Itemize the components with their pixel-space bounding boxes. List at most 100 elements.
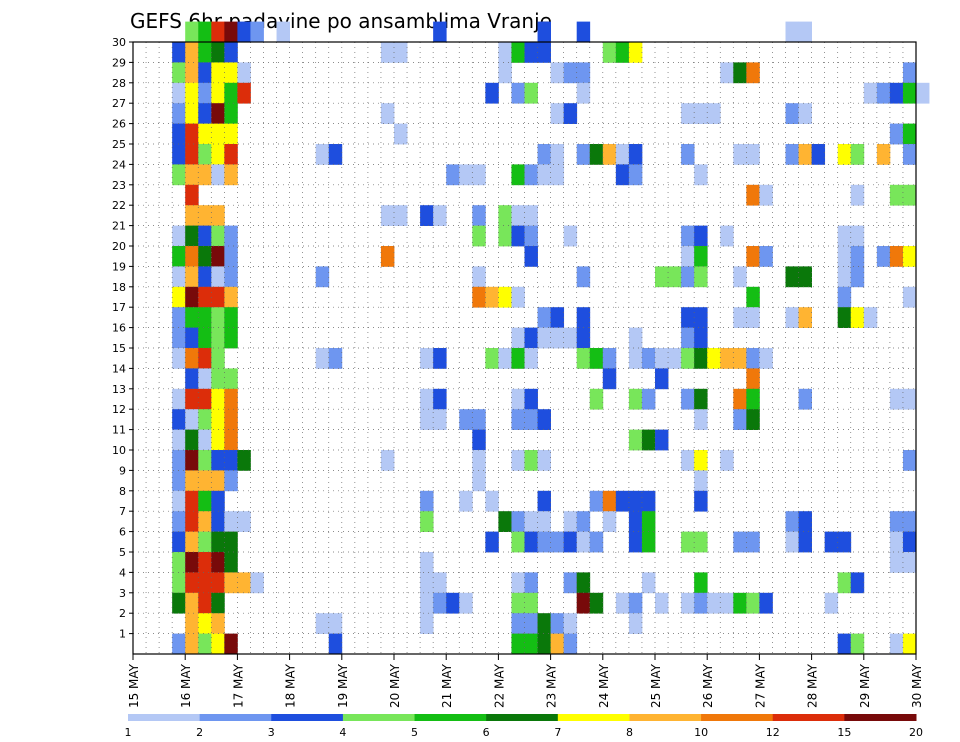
heatmap-cell — [172, 450, 186, 471]
heatmap-cell — [224, 307, 238, 328]
heatmap-cell — [641, 388, 656, 410]
heatmap-cell — [576, 531, 591, 553]
heatmap-cell — [576, 327, 591, 349]
heatmap-cell — [185, 62, 199, 84]
heatmap-cell — [668, 348, 682, 369]
heatmap-cell — [733, 592, 747, 614]
heatmap-cell — [237, 62, 251, 84]
heatmap-cell — [198, 388, 212, 410]
heatmap-cell — [694, 225, 708, 247]
heatmap-cell — [185, 450, 199, 471]
heatmap-cell — [537, 409, 551, 430]
heatmap-cell — [746, 531, 760, 553]
heatmap-cell — [211, 225, 225, 247]
colorbar-swatch — [271, 714, 344, 721]
heatmap-cell — [211, 164, 225, 186]
heatmap-cell — [524, 511, 538, 532]
heatmap-cell — [889, 123, 904, 145]
heatmap-cell — [198, 552, 212, 573]
heatmap-cell — [694, 470, 708, 492]
heatmap-cell — [185, 368, 199, 390]
heatmap-cell — [902, 184, 917, 206]
heatmap-cell — [876, 144, 891, 165]
heatmap-cell — [850, 225, 865, 247]
x-tick-label: 16 MAY — [179, 663, 193, 708]
heatmap-cell — [733, 348, 747, 369]
heatmap-cell — [172, 429, 186, 451]
heatmap-cell — [211, 103, 225, 124]
y-tick-label: 9 — [119, 464, 126, 477]
heatmap-cell — [746, 592, 760, 614]
y-tick-label: 26 — [112, 118, 126, 131]
heatmap-cell — [211, 348, 225, 369]
heatmap-cell — [198, 531, 212, 553]
heatmap-cell — [198, 42, 212, 63]
heatmap-cell — [485, 531, 499, 553]
heatmap-cell — [172, 286, 186, 308]
heatmap-cell — [185, 327, 199, 349]
heatmap-cell — [211, 327, 225, 349]
heatmap-cell — [615, 592, 630, 614]
y-tick-label: 25 — [112, 138, 126, 151]
heatmap-cell — [185, 21, 199, 43]
y-tick-label: 13 — [112, 383, 126, 396]
heatmap-cell — [550, 613, 565, 634]
heatmap-cell — [785, 511, 799, 532]
heatmap-cell — [224, 531, 238, 553]
heatmap-cell — [224, 225, 238, 247]
y-tick-label: 5 — [119, 546, 126, 559]
heatmap-cell — [707, 592, 721, 614]
heatmap-cell — [172, 327, 186, 349]
heatmap-cell — [172, 490, 186, 512]
y-tick-label: 10 — [112, 444, 126, 457]
heatmap-cell — [902, 552, 917, 573]
heatmap-cell — [172, 246, 186, 267]
heatmap-cell — [902, 82, 917, 104]
heatmap-cell — [524, 592, 538, 614]
heatmap-cell — [498, 205, 512, 226]
heatmap-cell — [668, 266, 682, 288]
heatmap-cell — [733, 388, 747, 410]
colorbar-tick-label: 6 — [483, 726, 490, 739]
heatmap-cell — [446, 592, 460, 614]
heatmap-cell — [602, 511, 617, 532]
heatmap-cell — [589, 144, 604, 165]
heatmap-cell — [211, 388, 225, 410]
x-tick-label: 30 MAY — [910, 663, 924, 708]
heatmap-cell — [798, 531, 812, 553]
x-tick-label: 26 MAY — [701, 663, 715, 708]
heatmap-cell — [485, 348, 499, 369]
y-tick-label: 1 — [119, 628, 126, 641]
heatmap-cell — [537, 613, 551, 634]
heatmap-cell — [889, 82, 904, 104]
heatmap-cell — [863, 82, 878, 104]
heatmap-cell — [224, 82, 238, 104]
heatmap-cell — [511, 450, 525, 471]
heatmap-cell — [211, 246, 225, 267]
heatmap-cell — [576, 307, 591, 328]
y-tick-label: 28 — [112, 77, 126, 90]
heatmap-cell — [759, 592, 773, 614]
heatmap-cell — [394, 205, 408, 226]
heatmap-cell — [211, 144, 225, 165]
heatmap-cell — [655, 348, 669, 369]
heatmap-cell — [185, 42, 199, 63]
heatmap-cell — [889, 511, 904, 532]
x-tick-label: 23 MAY — [545, 663, 559, 708]
heatmap-cell — [707, 103, 721, 124]
heatmap-cell — [628, 613, 643, 634]
heatmap-cell — [850, 246, 865, 267]
y-tick-label: 18 — [112, 281, 126, 294]
colorbar-swatch — [557, 714, 630, 721]
heatmap-cell — [420, 552, 434, 573]
y-axis-ticks: 1234567891011121314151617181920212223242… — [112, 36, 133, 641]
heatmap-cell — [681, 103, 695, 124]
heatmap-cell — [185, 225, 199, 247]
heatmap-cell — [850, 266, 865, 288]
heatmap-cell — [433, 21, 447, 43]
heatmap-cell — [172, 103, 186, 124]
heatmap-cell — [198, 205, 212, 226]
y-tick-label: 2 — [119, 607, 126, 620]
heatmap-cell — [472, 164, 486, 186]
